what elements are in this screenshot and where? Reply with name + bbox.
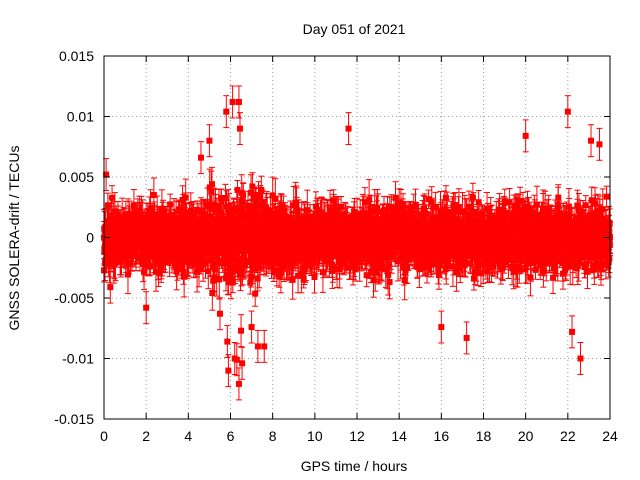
marker bbox=[208, 188, 215, 195]
marker bbox=[254, 275, 261, 282]
marker bbox=[194, 268, 201, 275]
marker bbox=[182, 194, 189, 201]
marker bbox=[191, 236, 198, 243]
marker bbox=[158, 205, 165, 212]
marker bbox=[129, 249, 136, 256]
marker bbox=[206, 184, 213, 191]
marker bbox=[165, 247, 172, 254]
marker bbox=[207, 213, 214, 220]
marker bbox=[147, 205, 154, 212]
marker bbox=[150, 191, 157, 198]
marker bbox=[166, 220, 173, 227]
marker bbox=[158, 262, 165, 269]
marker bbox=[194, 207, 201, 214]
marker bbox=[175, 206, 182, 213]
marker bbox=[188, 237, 195, 244]
data-series bbox=[101, 85, 613, 401]
marker bbox=[193, 216, 200, 223]
marker bbox=[124, 271, 131, 278]
marker bbox=[216, 276, 223, 283]
y-axis-label: GNSS SOLERA-drift / TECUs bbox=[6, 146, 22, 331]
chart-title: Day 051 of 2021 bbox=[303, 21, 406, 37]
marker bbox=[181, 273, 188, 280]
marker bbox=[147, 263, 154, 270]
marker bbox=[252, 290, 259, 297]
marker bbox=[204, 201, 211, 208]
marker bbox=[209, 289, 216, 296]
marker bbox=[141, 269, 148, 276]
marker bbox=[202, 260, 209, 267]
marker bbox=[205, 268, 212, 275]
marker bbox=[112, 260, 119, 267]
x-axis-label: GPS time / hours bbox=[301, 458, 408, 474]
marker bbox=[222, 194, 229, 201]
marker bbox=[109, 194, 116, 201]
marker bbox=[159, 251, 166, 258]
marker bbox=[154, 217, 161, 224]
marker bbox=[192, 224, 199, 231]
marker bbox=[208, 181, 215, 188]
marker bbox=[152, 252, 159, 259]
marker bbox=[138, 212, 145, 219]
marker bbox=[179, 196, 186, 203]
marker bbox=[111, 208, 118, 215]
marker bbox=[136, 207, 143, 214]
marker bbox=[180, 254, 187, 261]
